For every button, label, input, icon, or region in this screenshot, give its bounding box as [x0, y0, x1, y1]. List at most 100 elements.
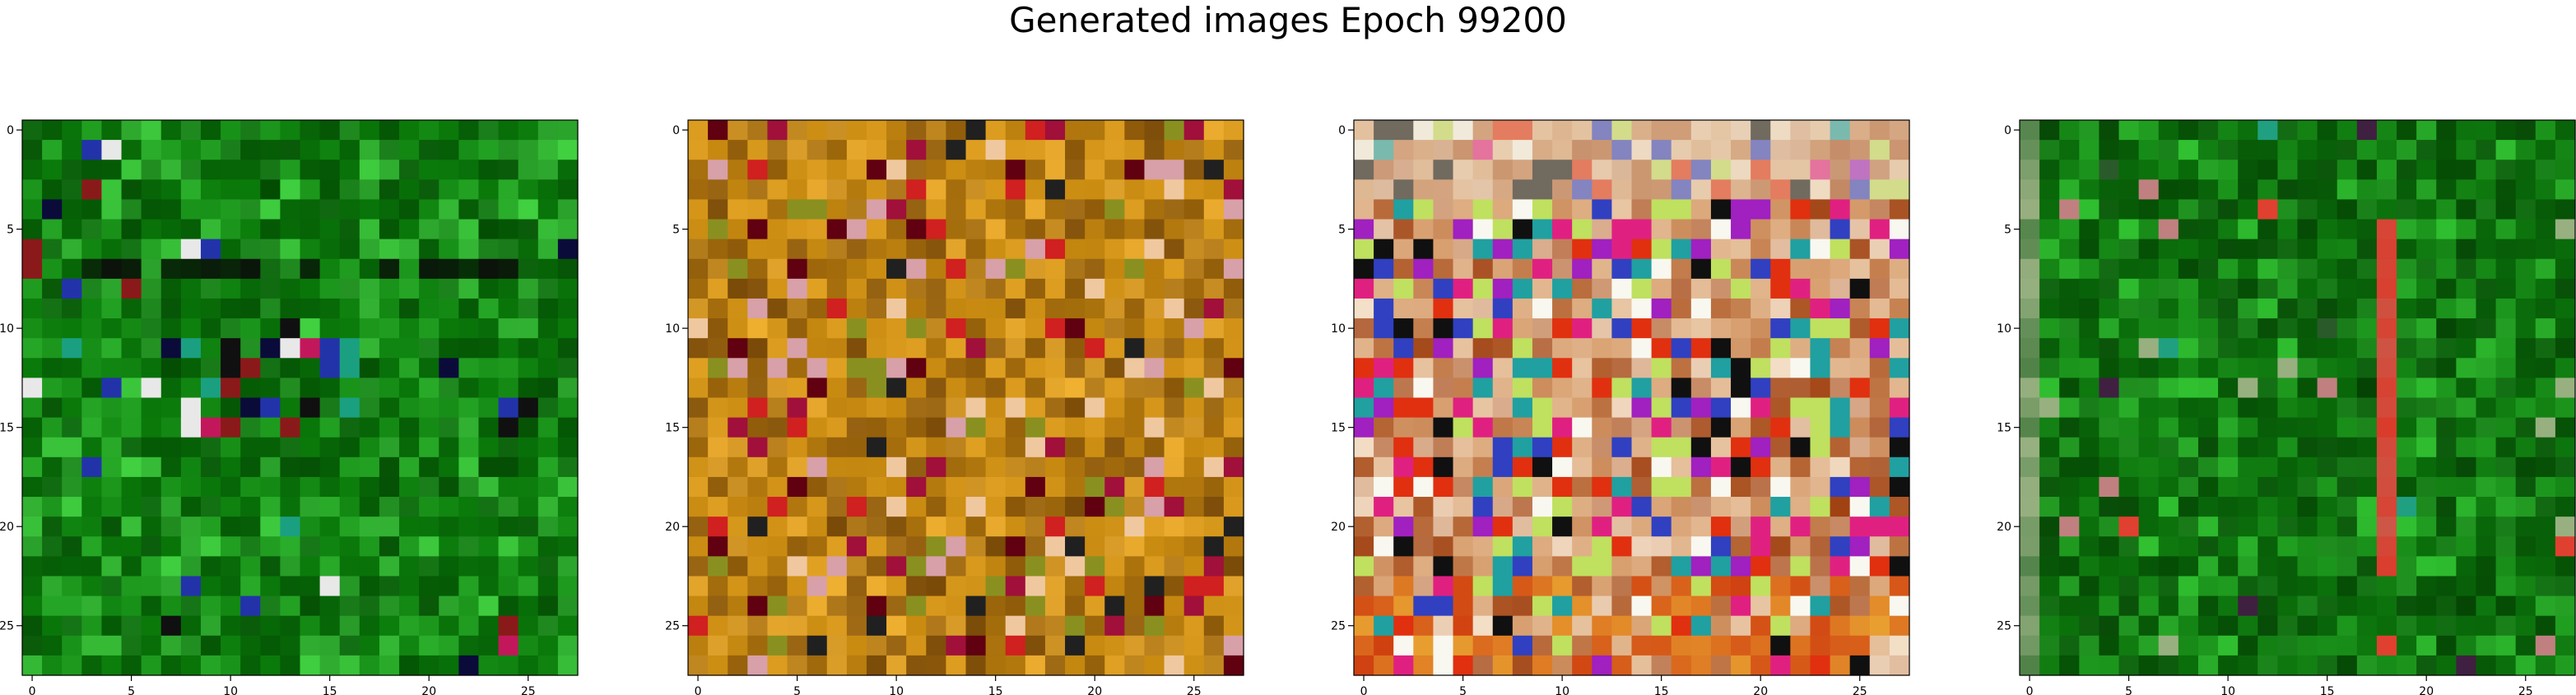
pixel-cell	[2337, 635, 2358, 656]
pixel-cell	[2059, 517, 2080, 537]
pixel-cell	[1005, 338, 1026, 359]
pixel-cell	[946, 120, 967, 141]
pixel-cell	[200, 595, 221, 617]
pixel-cell	[1374, 437, 1394, 458]
pixel-cell	[1830, 120, 1851, 141]
pixel-cell	[728, 397, 748, 419]
pixel-cell	[2297, 378, 2318, 399]
pixel-cell	[1065, 517, 1086, 537]
pixel-cell	[439, 397, 459, 419]
pixel-cell	[866, 378, 887, 399]
pixel-cell	[1025, 120, 1046, 141]
pixel-cell	[399, 437, 420, 458]
pixel-cell	[965, 576, 987, 597]
pixel-cell	[866, 318, 887, 339]
pixel-cell	[1492, 298, 1514, 319]
pixel-cell	[1770, 576, 1791, 597]
pixel-cell	[359, 338, 380, 359]
pixel-cell	[518, 595, 539, 617]
pixel-cell	[2356, 437, 2378, 458]
pixel-cell	[2059, 615, 2080, 637]
pixel-cell	[708, 160, 728, 180]
pixel-cell	[1223, 338, 1244, 359]
pixel-cell	[141, 536, 162, 557]
pixel-cell	[2317, 615, 2338, 637]
pixel-cell	[1104, 476, 1125, 498]
pixel-cell	[1869, 199, 1890, 220]
pixel-cell	[160, 278, 182, 299]
pixel-cell	[399, 536, 420, 557]
pixel-cell	[180, 456, 202, 478]
pixel-cell	[339, 239, 360, 260]
pixel-cell	[221, 437, 241, 458]
pixel-cell	[2118, 298, 2140, 319]
pixel-cell	[1354, 179, 1374, 201]
pixel-cell	[2356, 655, 2378, 676]
pixel-cell	[1085, 476, 1105, 498]
pixel-cell	[787, 456, 808, 478]
pixel-cell	[1532, 615, 1553, 637]
pixel-cell	[2218, 615, 2239, 637]
pixel-cell	[1790, 417, 1811, 438]
pixel-cell	[260, 298, 281, 319]
pixel-cell	[906, 615, 927, 637]
pixel-cell	[1492, 576, 1514, 597]
pixel-cell	[280, 160, 301, 180]
pixel-cell	[985, 655, 1007, 676]
pixel-cell	[846, 595, 867, 617]
pixel-cell	[319, 140, 341, 160]
pixel-cell	[1005, 476, 1026, 498]
pixel-cell	[1044, 378, 1066, 399]
pixel-cell	[1671, 437, 1692, 458]
pixel-cell	[2297, 576, 2318, 597]
pixel-cell	[2079, 338, 2100, 359]
pixel-cell	[379, 160, 400, 180]
pixel-cell	[1532, 497, 1553, 517]
pixel-cell	[1203, 437, 1225, 458]
pixel-cell	[121, 378, 142, 399]
pixel-cell	[200, 576, 221, 597]
pixel-cell	[846, 338, 867, 359]
pixel-cell	[1552, 595, 1573, 617]
pixel-cell	[280, 318, 301, 339]
pixel-cell	[2079, 615, 2100, 637]
pixel-cell	[2416, 497, 2437, 517]
pixel-cell	[240, 219, 261, 240]
pixel-cell	[2397, 437, 2417, 458]
pixel-cell	[1651, 595, 1672, 617]
pixel-cell	[200, 358, 221, 378]
pixel-cell	[747, 417, 769, 438]
pixel-cell	[1354, 358, 1374, 378]
pixel-cell	[2297, 437, 2318, 458]
pixel-cell	[260, 635, 281, 656]
pixel-cell	[419, 338, 439, 359]
pixel-cell	[200, 120, 221, 141]
pixel-cell	[379, 417, 400, 438]
pixel-cell	[300, 635, 321, 656]
pixel-cell	[1124, 120, 1146, 141]
pixel-cell	[2079, 576, 2100, 597]
pixel-cell	[458, 179, 480, 201]
pixel-cell	[557, 497, 579, 517]
pixel-cell	[688, 517, 709, 537]
pixel-cell	[747, 378, 769, 399]
pixel-cell	[787, 595, 808, 617]
pixel-cell	[2238, 595, 2258, 617]
pixel-cell	[1354, 417, 1374, 438]
pixel-cell	[439, 576, 459, 597]
pixel-cell	[1690, 318, 1712, 339]
pixel-cell	[2337, 258, 2358, 280]
pixel-cell	[1492, 199, 1514, 220]
pixel-cell	[240, 497, 261, 517]
pixel-cell	[439, 239, 459, 260]
pixel-cell	[2297, 160, 2318, 180]
pixel-cell	[101, 437, 123, 458]
pixel-cell	[2376, 140, 2397, 160]
pixel-cell	[101, 417, 123, 438]
pixel-cell	[1770, 476, 1791, 498]
pixel-cell	[2297, 358, 2318, 378]
pixel-cell	[1085, 239, 1105, 260]
pixel-cell	[787, 397, 808, 419]
pixel-cell	[1690, 120, 1712, 141]
pixel-cell	[1651, 536, 1672, 557]
